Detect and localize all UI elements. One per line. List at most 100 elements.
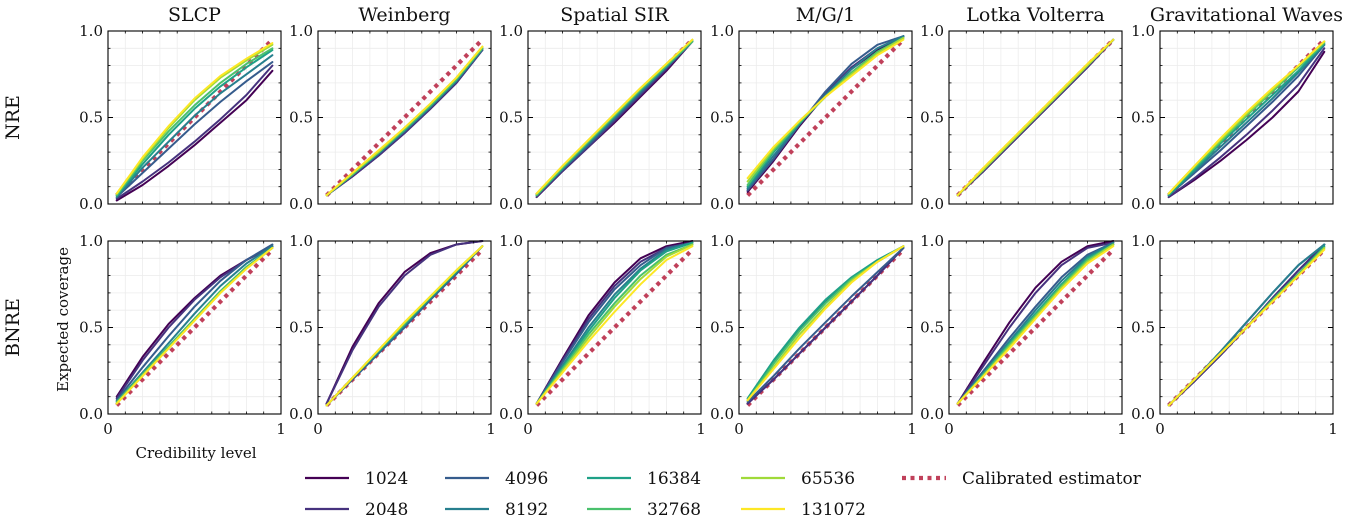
series-line-nre-slcp-32768	[115, 47, 274, 197]
series-line-bnre-m-g-1-131072	[746, 245, 905, 402]
series-line-bnre-m-g-1-4096	[746, 246, 905, 403]
legend-label-calibrated: Calibrated estimator	[962, 469, 1142, 489]
series-line-nre-weinberg-2048	[325, 49, 484, 197]
ytick-label: 0.5	[920, 109, 944, 127]
series-line-nre-m-g-1-8192	[746, 35, 905, 190]
xtick-label: 1	[486, 420, 496, 438]
xtick-label: 1	[276, 420, 286, 438]
column-title-gravitational-waves: Gravitational Waves	[1150, 4, 1343, 26]
series-line-nre-slcp-1024	[115, 69, 274, 202]
series-line-bnre-slcp-131072	[115, 246, 274, 405]
series-line-nre-spatial-sir-2048	[535, 40, 694, 199]
series-line-nre-gravitational-waves-8192	[1167, 43, 1326, 197]
ytick-label: 1.0	[289, 22, 313, 40]
series-line-bnre-lotka-volterra-32768	[956, 243, 1115, 405]
series-line-nre-lotka-volterra-65536	[956, 38, 1115, 197]
series-line-bnre-spatial-sir-4096	[535, 241, 694, 405]
ytick-label: 1.0	[1131, 22, 1155, 40]
xtick-label: 1	[1117, 420, 1127, 438]
series-line-bnre-gravitational-waves-131072	[1167, 248, 1326, 407]
series-line-nre-gravitational-waves-32768	[1167, 42, 1326, 195]
series-line-bnre-lotka-volterra-2048	[956, 241, 1115, 405]
ytick-label: 0.0	[499, 405, 523, 423]
ytick-label: 0.0	[920, 405, 944, 423]
ytick-label: 1.0	[710, 232, 734, 250]
legend-label-32768: 32768	[647, 500, 701, 518]
ytick-label: 0.5	[920, 319, 944, 337]
ytick-label: 0.0	[1131, 195, 1155, 213]
column-title-spatial-sir: Spatial SIR	[560, 4, 669, 26]
series-line-nre-slcp-16384	[115, 49, 274, 197]
ytick-label: 0.0	[710, 195, 734, 213]
series-line-nre-gravitational-waves-16384	[1167, 42, 1326, 197]
series-layer	[115, 35, 1326, 407]
xtick-label: 0	[1155, 420, 1165, 438]
series-line-nre-slcp-8192	[115, 54, 274, 199]
column-title-weinberg: Weinberg	[358, 4, 450, 26]
calibrated-line-nre-m-g-1	[746, 38, 905, 197]
y-axis-label: Expected coverage	[54, 247, 72, 392]
frame-layer	[107, 30, 1334, 415]
ytick-label: 1.0	[499, 232, 523, 250]
series-line-bnre-m-g-1-2048	[746, 246, 905, 405]
xtick-label: 0	[103, 420, 113, 438]
xtick-label: 1	[696, 420, 706, 438]
series-line-nre-spatial-sir-8192	[535, 40, 694, 197]
xtick-label: 1	[907, 420, 917, 438]
ytick-label: 0.0	[710, 405, 734, 423]
ytick-label: 0.0	[289, 405, 313, 423]
calibrated-line-nre-slcp	[115, 38, 274, 197]
series-line-nre-gravitational-waves-4096	[1167, 43, 1326, 197]
ytick-label: 1.0	[920, 232, 944, 250]
legend-label-65536: 65536	[801, 469, 855, 489]
ytick-label: 0.5	[1131, 319, 1155, 337]
row-label-nre: NRE	[2, 95, 24, 140]
ytick-label: 1.0	[710, 22, 734, 40]
series-line-bnre-spatial-sir-131072	[535, 245, 694, 405]
column-title-slcp: SLCP	[168, 4, 221, 26]
legend-label-4096: 4096	[505, 469, 548, 489]
ytick-label: 0.5	[289, 109, 313, 127]
series-line-nre-gravitational-waves-2048	[1167, 47, 1326, 199]
ytick-label: 0.5	[499, 109, 523, 127]
series-line-nre-m-g-1-131072	[746, 38, 905, 180]
ytick-label: 0.5	[710, 109, 734, 127]
series-line-bnre-lotka-volterra-8192	[956, 241, 1115, 405]
series-line-nre-spatial-sir-32768	[535, 40, 694, 197]
legend: 1024 2048 4096 8192 16384 32768 65536 131072 Cal…	[305, 469, 1142, 518]
ytick-label: 0.5	[289, 319, 313, 337]
series-line-nre-spatial-sir-131072	[535, 38, 694, 195]
xtick-label: 0	[944, 420, 954, 438]
series-line-bnre-weinberg-131072	[325, 245, 484, 407]
ytick-label: 0.0	[920, 195, 944, 213]
ytick-label: 0.5	[79, 109, 103, 127]
series-line-bnre-lotka-volterra-4096	[956, 241, 1115, 405]
ytick-label: 0.5	[1131, 109, 1155, 127]
ytick-label: 0.5	[499, 319, 523, 337]
ytick-label: 0.5	[710, 319, 734, 337]
ytick-label: 0.0	[79, 405, 103, 423]
series-line-bnre-weinberg-2048	[325, 240, 484, 405]
series-line-bnre-slcp-32768	[115, 246, 274, 403]
legend-label-16384: 16384	[647, 469, 701, 489]
series-line-bnre-lotka-volterra-1024	[956, 240, 1115, 405]
ytick-label: 1.0	[79, 232, 103, 250]
series-line-nre-lotka-volterra-2048	[956, 38, 1115, 197]
ytick-label: 0.5	[79, 319, 103, 337]
x-axis-label: Credibility level	[135, 444, 256, 462]
series-line-bnre-slcp-8192	[115, 245, 274, 403]
series-line-bnre-spatial-sir-16384	[535, 241, 694, 405]
series-line-nre-lotka-volterra-131072	[956, 38, 1115, 197]
ytick-label: 0.0	[1131, 405, 1155, 423]
series-line-nre-weinberg-32768	[325, 47, 484, 197]
column-title-m-g-1: M/G/1	[796, 4, 856, 26]
ytick-label: 1.0	[1131, 232, 1155, 250]
calibrated-line-bnre-lotka-volterra	[956, 248, 1115, 407]
series-line-bnre-lotka-volterra-131072	[956, 245, 1115, 405]
legend-label-131072: 131072	[801, 500, 866, 518]
xtick-label: 1	[1328, 420, 1338, 438]
row-label-bnre: BNRE	[2, 298, 24, 357]
series-line-nre-m-g-1-4096	[746, 35, 905, 192]
ytick-label: 1.0	[79, 22, 103, 40]
